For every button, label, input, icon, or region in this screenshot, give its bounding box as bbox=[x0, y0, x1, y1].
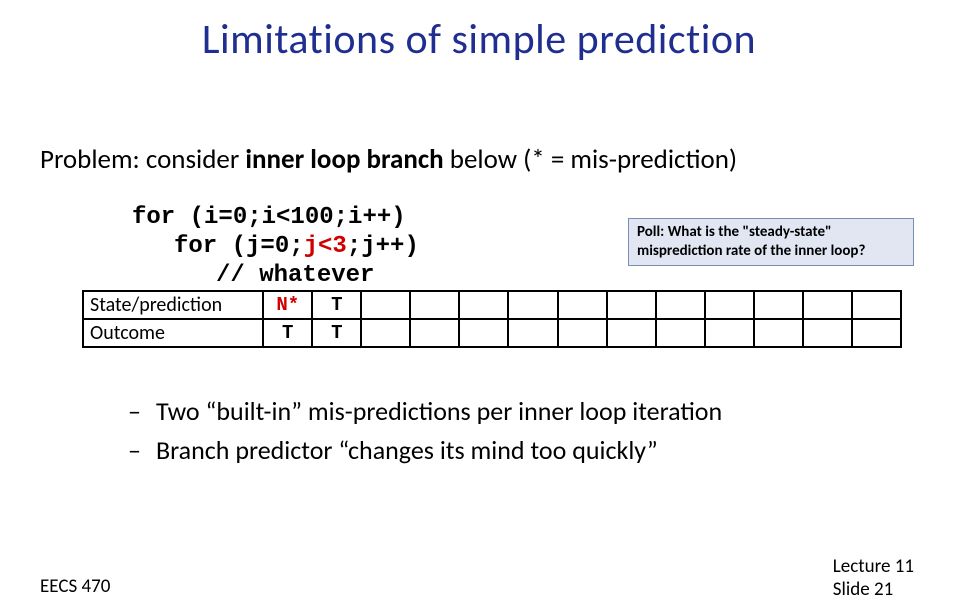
problem-statement: Problem: consider inner loop branch belo… bbox=[40, 143, 958, 176]
cell-empty bbox=[852, 291, 901, 319]
problem-post: below (* = mis-prediction) bbox=[444, 143, 737, 176]
cell-empty bbox=[558, 319, 607, 347]
cell-empty bbox=[607, 291, 656, 319]
cell-empty bbox=[803, 291, 852, 319]
cell-empty bbox=[558, 291, 607, 319]
row1-label: State/prediction bbox=[83, 291, 263, 319]
cell-empty bbox=[803, 319, 852, 347]
code-l2-pre: for (j=0; bbox=[174, 233, 304, 260]
bullet-item: – Two “built-in” mis-predictions per inn… bbox=[128, 392, 958, 431]
bullet-dash: – bbox=[128, 431, 156, 470]
cell-empty bbox=[459, 319, 508, 347]
footer-course: EECS 470 bbox=[40, 575, 110, 598]
cell-empty bbox=[459, 291, 508, 319]
cell-empty bbox=[410, 291, 459, 319]
cell-empty bbox=[656, 319, 705, 347]
row2-c2: T bbox=[312, 319, 361, 347]
bullet-text: Two “built-in” mis-predictions per inner… bbox=[156, 392, 722, 431]
cell-empty bbox=[607, 319, 656, 347]
code-line-3: // whatever bbox=[132, 262, 958, 291]
row2-label: Outcome bbox=[83, 319, 263, 347]
bullet-dash: – bbox=[128, 392, 156, 431]
code-l2-post: ;j++) bbox=[347, 233, 419, 260]
row1-c1: N* bbox=[263, 291, 312, 319]
cell-empty bbox=[754, 319, 803, 347]
row1-c2: T bbox=[312, 291, 361, 319]
cell-empty bbox=[508, 291, 557, 319]
cell-empty bbox=[361, 319, 410, 347]
table-row: Outcome T T bbox=[83, 319, 901, 347]
footer-slide-info: Lecture 11 Slide 21 bbox=[833, 556, 914, 602]
poll-box: Poll: What is the "steady-state" mispred… bbox=[628, 218, 914, 266]
bullet-text: Branch predictor “changes its mind too q… bbox=[156, 431, 658, 470]
table-row: State/prediction N* T bbox=[83, 291, 901, 319]
bullet-item: – Branch predictor “changes its mind too… bbox=[128, 431, 958, 470]
cell-empty bbox=[361, 291, 410, 319]
footer-slide: Slide 21 bbox=[833, 579, 914, 602]
prediction-table: State/prediction N* T Outcome T T bbox=[82, 290, 902, 348]
problem-pre: Problem: consider bbox=[40, 143, 245, 176]
cell-empty bbox=[508, 319, 557, 347]
cell-empty bbox=[852, 319, 901, 347]
slide-title: Limitations of simple prediction bbox=[0, 0, 958, 65]
footer-lecture: Lecture 11 bbox=[833, 556, 914, 579]
cell-empty bbox=[705, 291, 754, 319]
bullet-list: – Two “built-in” mis-predictions per inn… bbox=[128, 392, 958, 470]
cell-empty bbox=[705, 319, 754, 347]
cell-empty bbox=[656, 291, 705, 319]
code-l2-highlight: j<3 bbox=[304, 233, 347, 260]
cell-empty bbox=[754, 291, 803, 319]
problem-bold: inner loop branch bbox=[245, 143, 443, 176]
cell-empty bbox=[410, 319, 459, 347]
row2-c1: T bbox=[263, 319, 312, 347]
